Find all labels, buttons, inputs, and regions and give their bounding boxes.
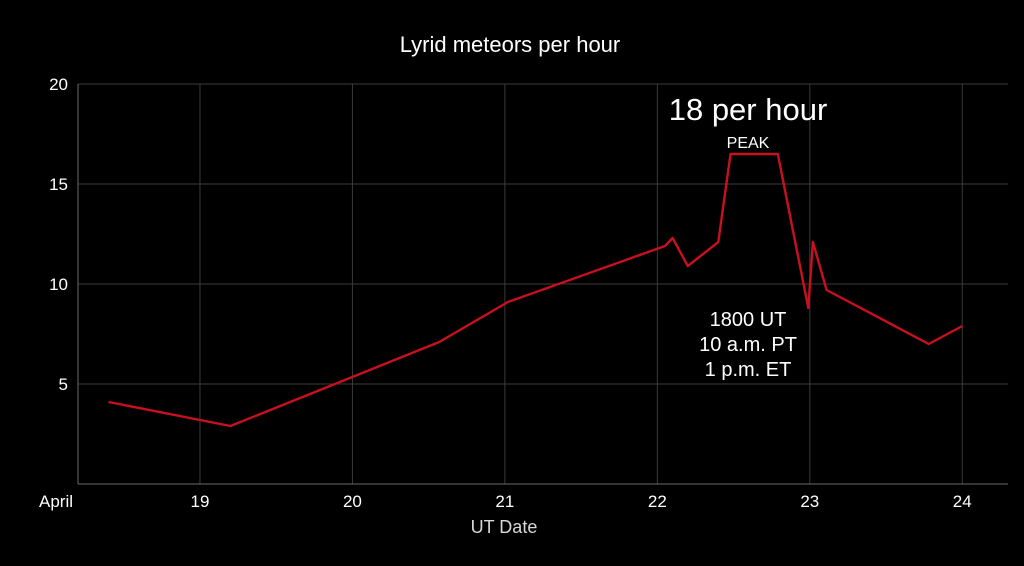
series-layer bbox=[108, 152, 963, 428]
y-tick-label: 15 bbox=[49, 175, 68, 194]
grid bbox=[78, 83, 1008, 484]
x-axis-label: UT Date bbox=[471, 517, 538, 537]
peak-time-pt: 10 a.m. PT bbox=[699, 334, 797, 356]
x-tick-label: April bbox=[39, 492, 73, 511]
x-tick-label: 21 bbox=[495, 492, 514, 511]
x-tick-label: 24 bbox=[953, 492, 972, 511]
peak-time-et: 1 p.m. ET bbox=[705, 359, 792, 381]
annotations: 18 per hour PEAK 1800 UT 10 a.m. PT 1 p.… bbox=[669, 92, 828, 381]
y-tick-label: 5 bbox=[59, 375, 68, 394]
chart-title: Lyrid meteors per hour bbox=[400, 32, 621, 57]
y-tick-label: 20 bbox=[49, 75, 68, 94]
peak-time-ut: 1800 UT bbox=[710, 309, 787, 331]
x-tick-label: 23 bbox=[800, 492, 819, 511]
x-tick-label: 20 bbox=[343, 492, 362, 511]
x-tick-label: 22 bbox=[648, 492, 667, 511]
series-line-0 bbox=[108, 152, 963, 428]
peak-label: PEAK bbox=[727, 135, 770, 152]
axes: 5 10 15 20 April 19 20 21 22 23 24 bbox=[39, 75, 1008, 511]
peak-rate-annotation: 18 per hour bbox=[669, 92, 828, 127]
y-tick-label: 10 bbox=[49, 275, 68, 294]
x-tick-label: 19 bbox=[191, 492, 210, 511]
